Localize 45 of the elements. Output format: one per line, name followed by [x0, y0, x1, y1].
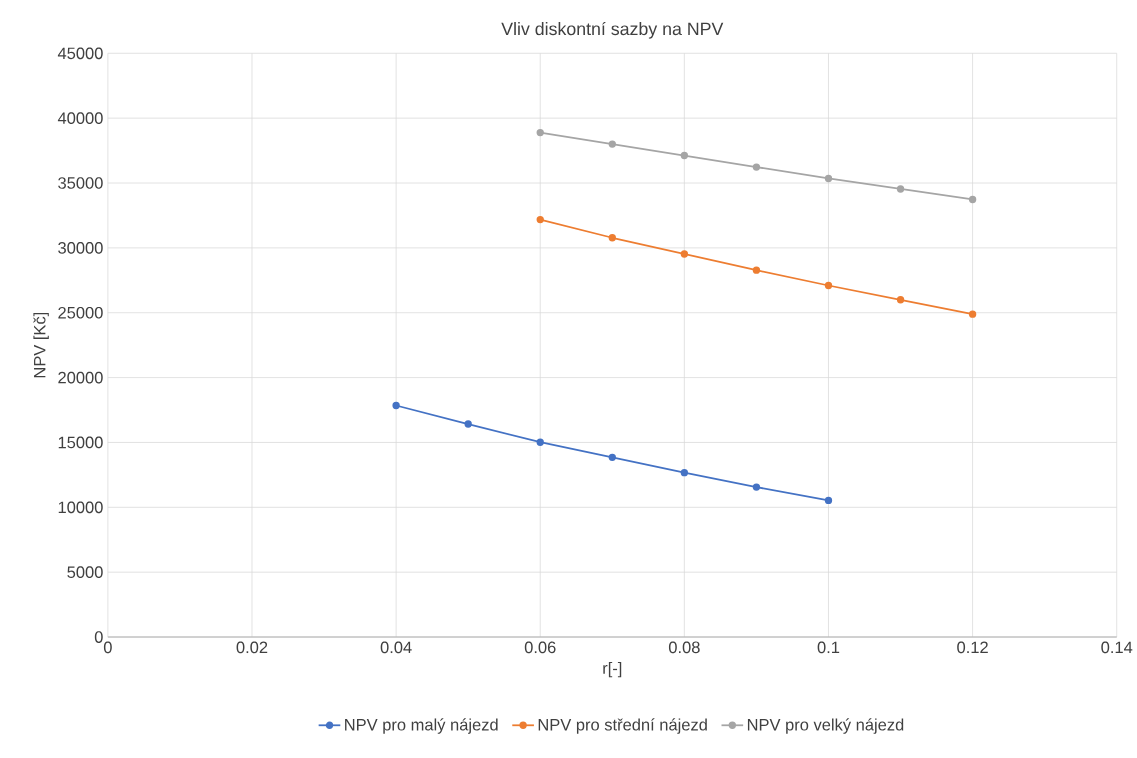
point: [752, 163, 761, 171]
y-tick-label: 5000: [67, 566, 103, 579]
point: [824, 496, 833, 505]
point: [536, 129, 544, 137]
legend-label: NPV pro malý nájezd: [345, 718, 498, 735]
point: [824, 282, 833, 290]
x-tick-label: 0.08: [668, 641, 700, 654]
x-tick-label: 0.14: [1101, 641, 1133, 654]
point: [464, 420, 472, 428]
y-tick-label: 15000: [58, 436, 103, 449]
point: [752, 266, 761, 275]
point: [896, 296, 905, 304]
x-tick-label: 0.12: [957, 641, 988, 654]
point: [752, 483, 761, 491]
point: [608, 453, 616, 462]
point: [536, 438, 544, 447]
point: [968, 196, 977, 204]
point: [536, 216, 544, 224]
point: [680, 250, 689, 258]
y-tick-label: 30000: [58, 242, 103, 254]
y-tick-label: 35000: [58, 177, 103, 190]
point: [392, 402, 400, 410]
y-tick-label: 0: [94, 631, 103, 644]
legend-label: NPV pro velký nájezd: [747, 718, 904, 735]
point: [608, 140, 616, 148]
y-axis-title: NPV [Kč]: [33, 313, 49, 378]
x-tick-label: 0.04: [380, 641, 412, 654]
point: [680, 469, 689, 477]
y-tick-label: 45000: [57, 47, 103, 60]
chart-title: Vliv diskontní sazby na NPV: [501, 22, 724, 39]
point: [824, 175, 833, 183]
x-tick-label: 0: [103, 641, 112, 654]
y-tick-label: 25000: [58, 307, 103, 319]
y-tick-label: 10000: [58, 501, 103, 514]
point: [896, 185, 905, 193]
y-tick-label: 20000: [58, 371, 103, 384]
y-tick-label: 40000: [57, 112, 103, 125]
point: [680, 152, 689, 160]
x-axis-title: r[-]: [603, 662, 622, 678]
point: [968, 310, 977, 319]
x-tick-label: 0.1: [817, 641, 840, 654]
x-tick-label: 0.02: [236, 641, 268, 654]
point: [608, 234, 616, 242]
x-tick-label: 0.06: [524, 641, 556, 654]
legend-label: NPV pro střední nájezd: [538, 718, 707, 735]
